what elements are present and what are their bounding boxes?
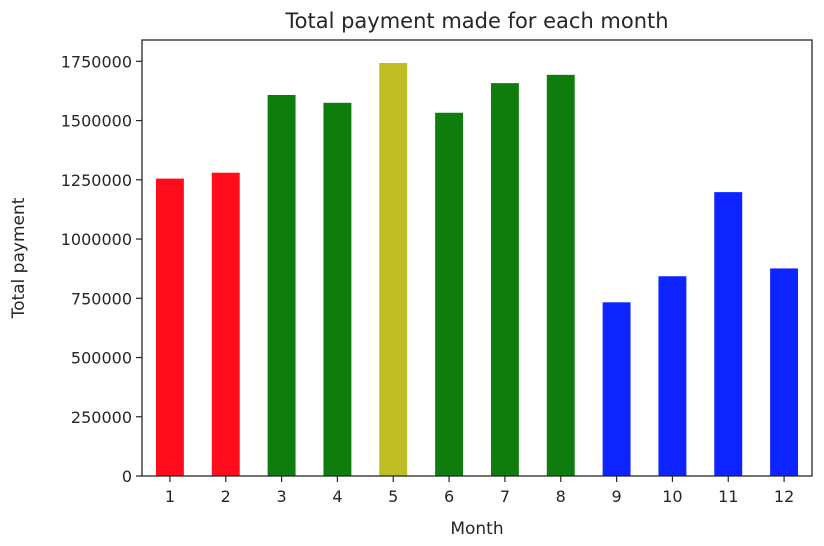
x-tick-label: 10 [662,487,682,506]
bar-month-7 [490,83,519,476]
plot-frame [141,39,813,477]
x-tick-label: 12 [774,487,794,506]
bar-month-10 [658,276,687,476]
y-tick-label: 250000 [71,408,132,427]
x-tick-label: 11 [718,487,738,506]
x-axis-label: Month [450,519,503,539]
bar-month-3 [267,94,296,477]
bar-month-6 [435,112,464,476]
bar-month-2 [211,172,240,476]
x-tick-label: 3 [276,487,286,506]
y-axis-ticks: 0 250000 500000 750000 1000000 1250000 1500000… [61,52,142,486]
x-tick-label: 5 [388,487,398,506]
y-tick-label: 1250000 [61,171,132,190]
bar-month-9 [602,302,631,476]
bar-month-12 [770,268,799,476]
y-tick-label: 1750000 [61,52,132,71]
x-axis-ticks: 1 2 3 4 5 6 7 8 9 10 11 12 [165,476,794,506]
bar-month-1 [155,178,184,476]
x-tick-label: 6 [444,487,454,506]
y-tick-label: 750000 [71,289,132,308]
bar-month-8 [546,74,575,476]
chart-title: Total payment made for each month [284,9,668,33]
x-tick-label: 2 [221,487,231,506]
bars-group [155,62,799,477]
y-tick-label: 500000 [71,349,132,368]
y-tick-label: 1000000 [61,230,132,249]
bar-month-5 [379,62,408,477]
x-tick-label: 9 [611,487,621,506]
y-tick-label: 0 [122,467,132,486]
y-axis-label: Total payment [9,197,29,319]
bar-month-4 [323,102,352,476]
x-tick-label: 7 [500,487,510,506]
x-tick-label: 4 [332,487,342,506]
y-tick-label: 1500000 [61,112,132,131]
x-tick-label: 1 [165,487,175,506]
bar-month-11 [714,192,743,476]
x-tick-label: 8 [556,487,566,506]
